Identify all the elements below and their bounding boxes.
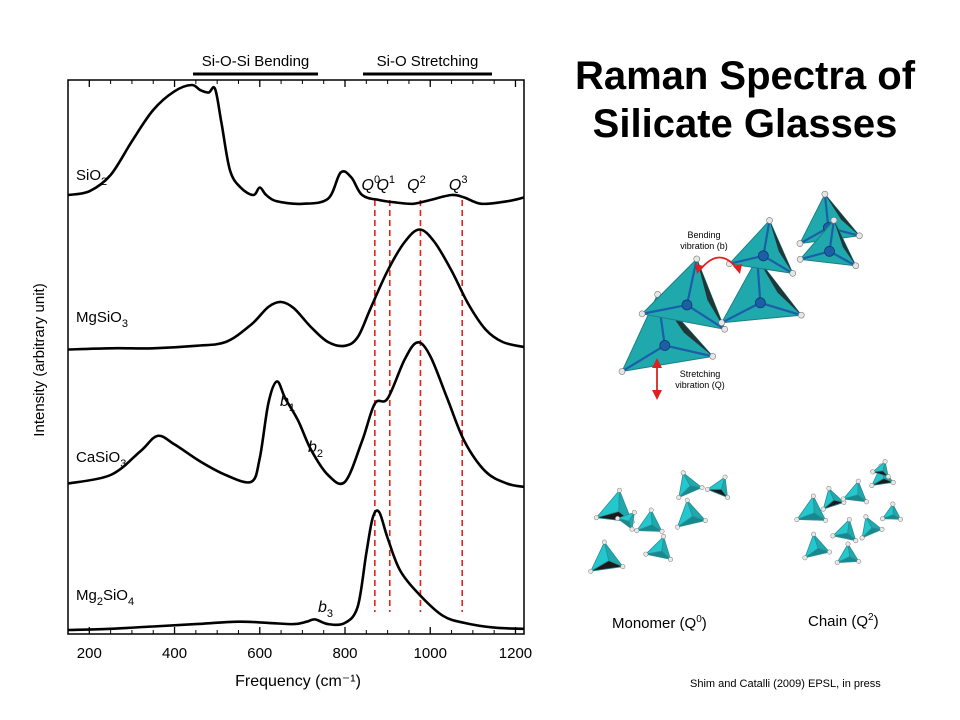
chain-caption-tail: ) — [873, 613, 879, 630]
spectrum-line — [67, 228, 525, 351]
x-tick-label: 200 — [77, 645, 102, 662]
plot-frame — [67, 79, 525, 635]
spectrum-line — [67, 509, 525, 632]
slide-title-line-2: Silicate Glasses — [592, 102, 898, 146]
monomer-caption-tail: ) — [701, 615, 707, 632]
x-tick-label: 600 — [247, 645, 272, 662]
x-tick-label: 800 — [332, 645, 357, 662]
citation: Shim and Catalli (2009) EPSL, in press — [690, 678, 881, 690]
reference-line-label: Q2 — [407, 174, 426, 194]
x-axis-label: Frequency (cm⁻¹) — [235, 673, 361, 690]
spectrum-line — [67, 83, 525, 206]
monomer-caption-sup: 0 — [696, 614, 702, 625]
bracket-label: Si-O Stretching — [377, 53, 479, 70]
reference-line-label: Q3 — [449, 174, 468, 194]
monomer-caption: Monomer (Q0) — [612, 614, 707, 632]
spectrum-line — [67, 341, 525, 489]
series-label: CaSiO3 — [76, 449, 126, 470]
bracket-label: Si-O-Si Bending — [202, 53, 310, 70]
slide-title-line-1: Raman Spectra of — [574, 54, 916, 98]
series-label: SiO2 — [76, 167, 107, 188]
series-label: MgSiO3 — [76, 309, 128, 330]
slide-title: Raman Spectra of Silicate Glasses — [540, 52, 950, 148]
reference-line-label: Q1 — [376, 174, 395, 194]
peak-label: b3 — [318, 599, 333, 620]
reference-line-label: Q0 — [362, 174, 381, 194]
peak-label: b2 — [308, 439, 323, 460]
monomer-caption-main: Monomer (Q — [612, 615, 697, 632]
chain-caption: Chain (Q2) — [808, 612, 879, 630]
y-axis-label: Intensity (arbitrary unit) — [31, 283, 48, 436]
peak-label: b1 — [280, 393, 295, 414]
chain-caption-sup: 2 — [868, 612, 874, 623]
series-label: Mg2SiO4 — [76, 587, 134, 608]
x-tick-label: 1000 — [414, 645, 447, 662]
chain-caption-main: Chain (Q — [808, 613, 869, 630]
x-tick-label: 1200 — [499, 645, 532, 662]
x-tick-label: 400 — [162, 645, 187, 662]
